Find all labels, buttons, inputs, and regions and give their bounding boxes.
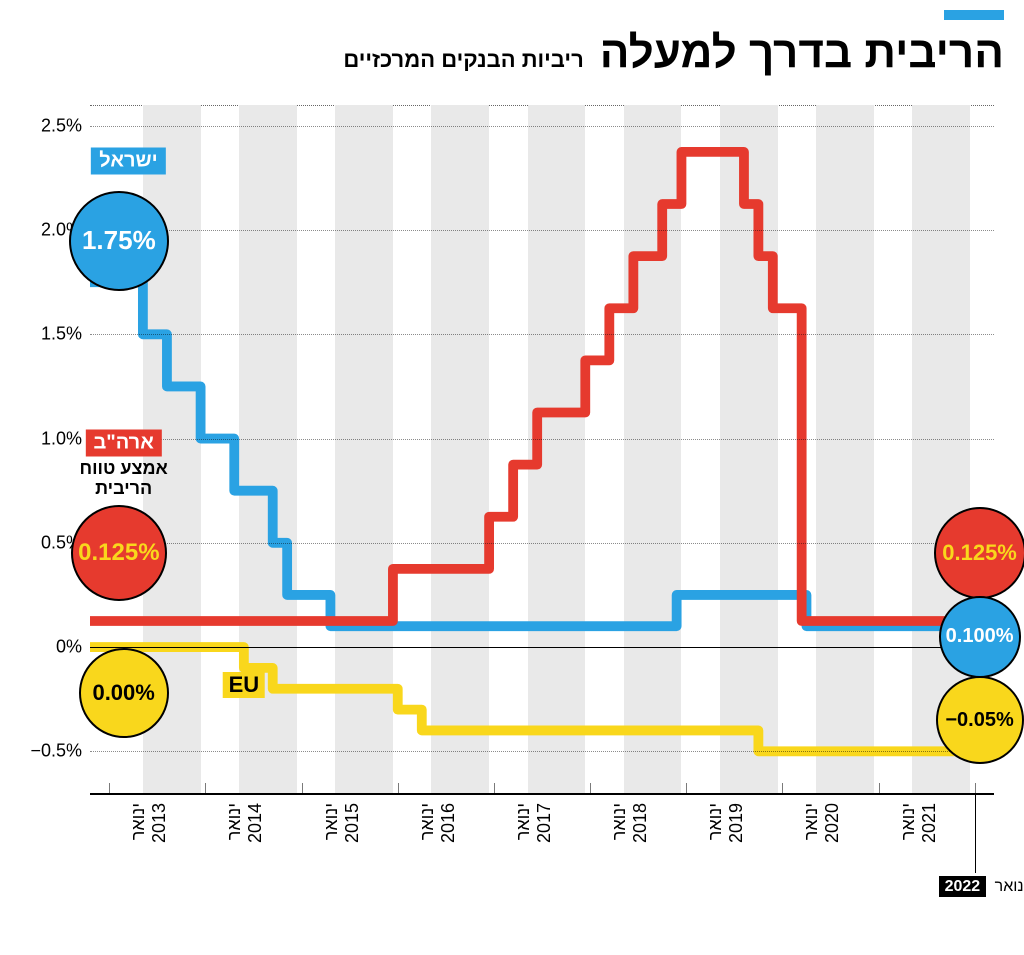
page-title: הריבית בדרך למעלה bbox=[600, 28, 1004, 78]
y-axis-label: 2.5% bbox=[41, 115, 90, 136]
x-axis-label-final: ינואר 2022 bbox=[939, 878, 1024, 896]
x-tick bbox=[398, 783, 399, 793]
y-axis-label: 1.5% bbox=[41, 324, 90, 345]
zero-axis bbox=[90, 647, 994, 648]
x-axis-label: ינואר2020 bbox=[801, 803, 843, 843]
x-tick bbox=[975, 783, 976, 793]
x-axis-label: ינואר2019 bbox=[705, 803, 747, 843]
y-gridline bbox=[90, 334, 994, 335]
y-gridline bbox=[90, 543, 994, 544]
x-axis-label: ינואר2021 bbox=[898, 803, 940, 843]
x-tick bbox=[109, 783, 110, 793]
israel-start-circle: 1.75% bbox=[69, 191, 169, 291]
y-axis-label: 1.0% bbox=[41, 428, 90, 449]
series-eu bbox=[90, 647, 994, 751]
usa-end-circle: 0.125% bbox=[934, 507, 1024, 599]
y-axis-label: −0.5% bbox=[30, 741, 90, 762]
y-gridline bbox=[90, 751, 994, 752]
eu-start-circle: 0.00% bbox=[79, 648, 169, 738]
x-axis-label: ינואר2014 bbox=[224, 803, 266, 843]
x-tick bbox=[686, 783, 687, 793]
israel-end-circle: 0.100% bbox=[939, 596, 1021, 678]
usa-sublabel: אמצע טווחהריבית bbox=[80, 459, 168, 499]
y-gridline bbox=[90, 126, 994, 127]
accent-bar bbox=[944, 10, 1004, 20]
x-tick bbox=[494, 783, 495, 793]
x-axis-label: ינואר2018 bbox=[609, 803, 651, 843]
usa-tag: ארה"ב bbox=[85, 429, 161, 456]
x-tick bbox=[302, 783, 303, 793]
x-tick bbox=[590, 783, 591, 793]
usa-start-circle: 0.125% bbox=[71, 505, 167, 601]
header: הריבית בדרך למעלה ריביות הבנקים המרכזיים bbox=[20, 28, 1004, 78]
x-axis-label: ינואר2015 bbox=[321, 803, 363, 843]
y-gridline bbox=[90, 230, 994, 231]
x-tick bbox=[879, 783, 880, 793]
x-tick bbox=[782, 783, 783, 793]
eu-end-circle: −0.05% bbox=[936, 676, 1024, 764]
x-tick bbox=[205, 783, 206, 793]
x-axis-label: ינואר2017 bbox=[513, 803, 555, 843]
interest-rate-chart: −0.5%0%0.5%1.0%1.5%2.0%2.5%ינואר2013ינוא… bbox=[20, 95, 1004, 915]
x-axis-label: ינואר2013 bbox=[128, 803, 170, 843]
israel-tag: ישראל bbox=[91, 148, 165, 175]
y-gridline bbox=[90, 439, 994, 440]
series-usa bbox=[90, 152, 994, 621]
final-year-dropline bbox=[975, 793, 976, 873]
y-axis-label: 0% bbox=[56, 637, 90, 658]
x-axis-label: ינואר2016 bbox=[417, 803, 459, 843]
page-subtitle: ריביות הבנקים המרכזיים bbox=[343, 47, 583, 73]
eu-tag: EU bbox=[223, 672, 266, 698]
